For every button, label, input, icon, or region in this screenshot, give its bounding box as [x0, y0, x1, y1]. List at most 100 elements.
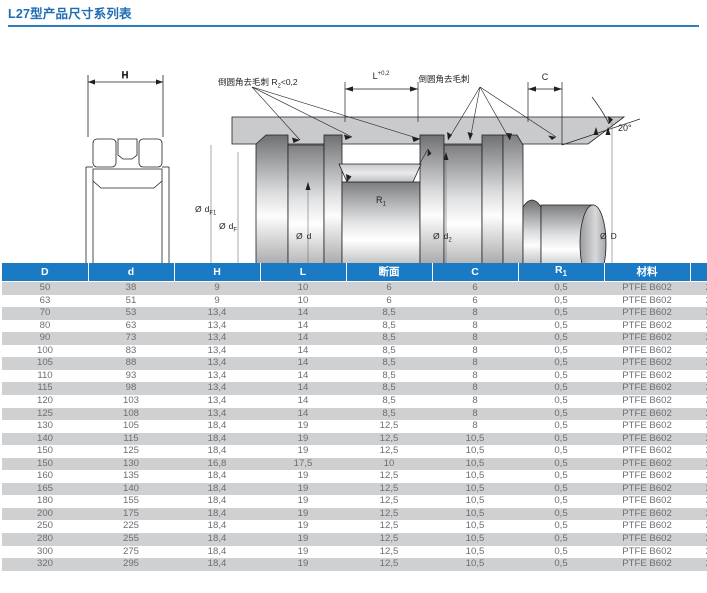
label-deburr: 倒圆角去毛刺 [418, 74, 469, 84]
cell-c: 10,5 [432, 507, 518, 521]
cell-d: 108 [88, 407, 174, 421]
cell-d: 83 [88, 344, 174, 358]
cell-order_no: 24370693 [690, 533, 707, 546]
cell-l: 14 [260, 344, 346, 358]
cell-l: 10 [260, 294, 346, 308]
cell-d: 225 [88, 520, 174, 534]
cell-material: PTFE B602 [604, 533, 690, 546]
cell-material: PTFE B602 [604, 344, 690, 358]
cell-r1: 0,5 [518, 281, 604, 295]
column-header-d: d [88, 263, 175, 283]
cell-d: 53 [88, 307, 174, 320]
cross-section-view: H [85, 70, 170, 263]
cell-material: PTFE B602 [604, 319, 690, 333]
top-arrow-marks [593, 127, 611, 135]
cell-c: 8 [432, 420, 518, 433]
cell-d: 255 [88, 533, 174, 546]
cell-section: 8,5 [346, 382, 432, 396]
cell-d: 140 [88, 482, 174, 496]
cell-l: 14 [260, 382, 346, 396]
cell-order_no: 24370692 [690, 520, 707, 534]
cell-d: 88 [88, 357, 174, 370]
cell-section: 6 [346, 294, 432, 308]
cell-l: 19 [260, 445, 346, 458]
cell-section: 12,5 [346, 533, 432, 546]
cell-d: 150 [2, 445, 88, 458]
cell-section: 12,5 [346, 520, 432, 534]
cell-order_no: 24361317 [690, 470, 707, 483]
cell-r1: 0,5 [518, 482, 604, 496]
cell-r1: 0,5 [518, 307, 604, 320]
cell-material: PTFE B602 [604, 395, 690, 408]
cell-l: 19 [260, 470, 346, 483]
cell-h: 18,4 [174, 420, 260, 433]
cell-r1: 0,5 [518, 395, 604, 408]
cell-section: 12,5 [346, 445, 432, 458]
cell-d: 80 [2, 319, 88, 333]
cell-c: 10,5 [432, 482, 518, 496]
cell-order_no: 24375726 [690, 307, 707, 320]
cell-d: 130 [2, 420, 88, 433]
cell-c: 8 [432, 344, 518, 358]
cell-h: 9 [174, 281, 260, 295]
cell-h: 18,4 [174, 545, 260, 559]
cell-c: 10,5 [432, 558, 518, 571]
cell-l: 14 [260, 332, 346, 345]
r1-pocket [338, 163, 422, 183]
cell-d: 38 [88, 281, 174, 295]
cell-r1: 0,5 [518, 457, 604, 471]
cell-material: PTFE B602 [604, 281, 690, 295]
cell-order_no: 24361316 [690, 445, 707, 458]
cell-l: 19 [260, 482, 346, 496]
cell-d: 175 [88, 507, 174, 521]
annotation-r1 [418, 148, 429, 166]
cell-d: 160 [2, 470, 88, 483]
cell-section: 8,5 [346, 344, 432, 358]
cell-material: PTFE B602 [604, 369, 690, 383]
cell-material: PTFE B602 [604, 457, 690, 471]
technical-drawing: H [0, 27, 707, 263]
cell-material: PTFE B602 [604, 407, 690, 421]
cell-d: 115 [2, 382, 88, 396]
column-header-d: D [2, 263, 89, 283]
cell-section: 8,5 [346, 307, 432, 320]
cell-h: 18,4 [174, 495, 260, 508]
cell-d: 180 [2, 495, 88, 508]
cell-section: 6 [346, 281, 432, 295]
cell-h: 18,4 [174, 533, 260, 546]
cell-r1: 0,5 [518, 294, 604, 308]
cell-section: 12,5 [346, 558, 432, 571]
cell-r1: 0,5 [518, 369, 604, 383]
dimension-l [344, 82, 419, 122]
cell-h: 13,4 [174, 407, 260, 421]
cell-d: 110 [2, 369, 88, 383]
cell-material: PTFE B602 [604, 382, 690, 396]
cell-c: 6 [432, 294, 518, 308]
cell-l: 14 [260, 369, 346, 383]
cell-d: 103 [88, 395, 174, 408]
cell-material: PTFE B602 [604, 307, 690, 320]
cell-d: 73 [88, 332, 174, 345]
cell-r1: 0,5 [518, 533, 604, 546]
annotation-angle [561, 96, 641, 146]
cell-d: 98 [88, 382, 174, 396]
cell-d: 50 [2, 281, 88, 295]
cell-c: 8 [432, 395, 518, 408]
cell-h: 13,4 [174, 344, 260, 358]
cell-order_no: 24370695 [690, 558, 707, 571]
cell-material: PTFE B602 [604, 432, 690, 446]
cell-r1: 0,5 [518, 357, 604, 370]
cell-section: 8,5 [346, 395, 432, 408]
cell-section: 12,5 [346, 545, 432, 559]
cell-c: 8 [432, 357, 518, 370]
seal-body [255, 134, 607, 263]
cell-c: 10,5 [432, 432, 518, 446]
